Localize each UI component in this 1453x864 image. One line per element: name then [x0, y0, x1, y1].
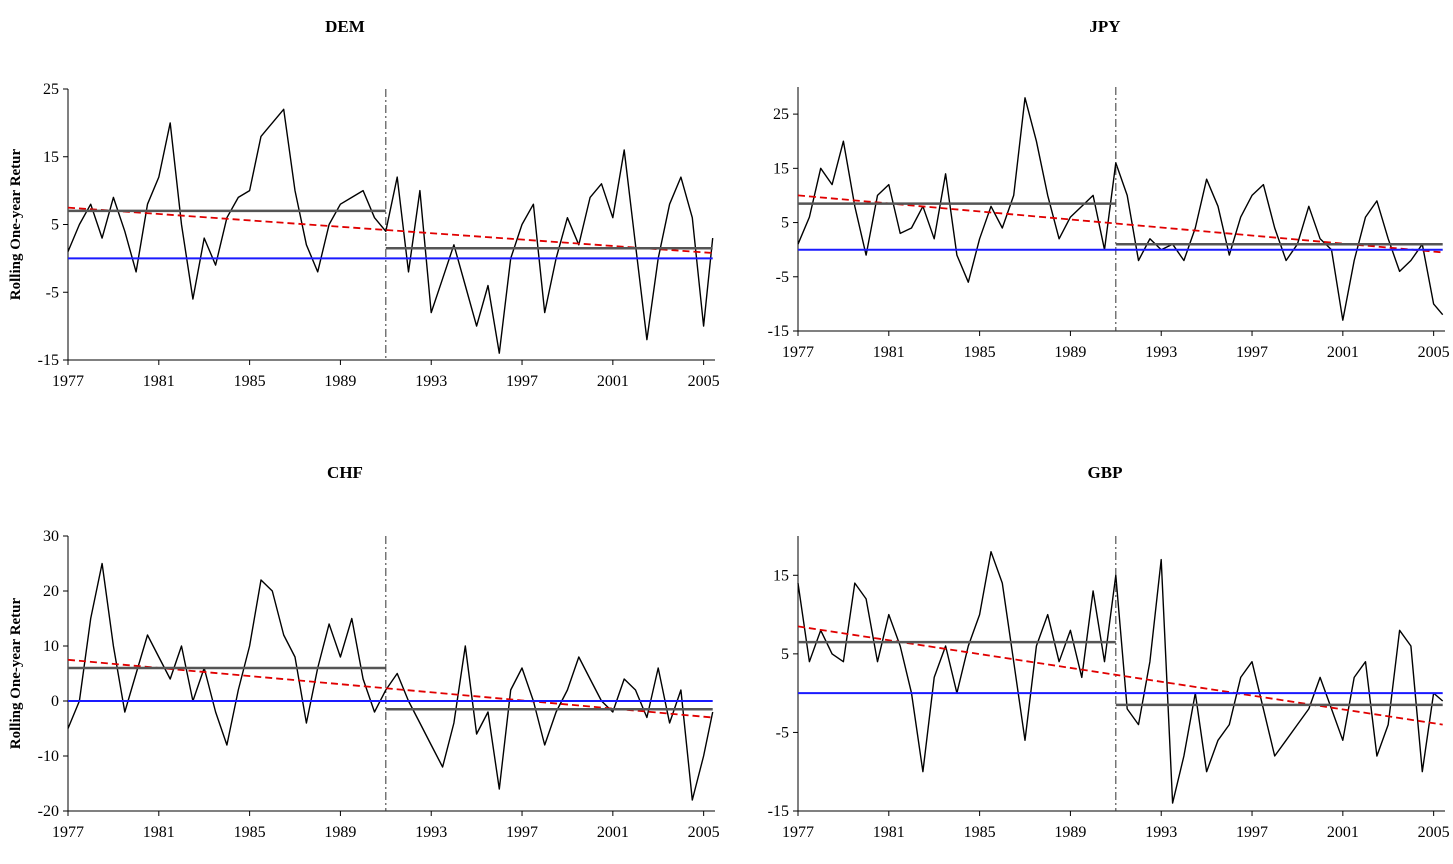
x-tick-label: 1981 — [143, 824, 175, 841]
x-tick-label: 1977 — [782, 824, 814, 841]
x-tick-label: 1977 — [782, 344, 814, 361]
y-tick-label: 5 — [781, 646, 789, 663]
y-tick-label: -15 — [38, 352, 59, 369]
y-tick-label: -5 — [46, 284, 59, 301]
y-tick-label: -5 — [776, 724, 789, 741]
y-tick-label: 5 — [51, 217, 59, 234]
y-axis-label: Rolling One-year Retur — [8, 597, 24, 749]
trend-line — [67, 658, 713, 719]
panel-gbp: GBP -15 -5 5 15 1977 1981 1985 1989 1993 1997 2001 2… — [768, 463, 1450, 841]
panel-chf: CHF Rolling One-year Retur -20 -10 0 10 20 30 19… — [8, 463, 720, 841]
return-series-line — [797, 97, 1444, 321]
x-tick-label: 2001 — [597, 373, 629, 390]
x-tick-label: 1985 — [234, 824, 266, 841]
panel-jpy: JPY -15 -5 5 15 25 1977 1981 1985 1989 1993 1997 200… — [768, 17, 1450, 361]
y-tick-label: 25 — [43, 81, 59, 98]
x-tick-label: 1989 — [1054, 824, 1086, 841]
panel-title: DEM — [325, 17, 365, 36]
x-tick-label: 2001 — [597, 824, 629, 841]
y-tick-label: 15 — [773, 160, 789, 177]
x-tick-label: 1977 — [52, 373, 84, 390]
x-tick-label: 1981 — [873, 824, 905, 841]
x-tick-label: 1977 — [52, 824, 84, 841]
y-tick-label: 0 — [51, 693, 59, 710]
x-tick-label: 1989 — [1054, 344, 1086, 361]
x-tick-label: 1993 — [415, 373, 447, 390]
return-series-line — [67, 562, 714, 801]
trend-line — [797, 625, 1443, 726]
y-tick-label: 10 — [43, 638, 59, 655]
y-tick-label: -15 — [768, 323, 789, 340]
x-tick-label: 1997 — [506, 373, 538, 390]
y-tick-label: 20 — [43, 583, 59, 600]
x-tick-label: 2001 — [1327, 344, 1359, 361]
x-tick-label: 1997 — [506, 824, 538, 841]
x-tick-label: 1997 — [1236, 344, 1268, 361]
x-tick-label: 1989 — [324, 824, 356, 841]
x-tick-label: 1997 — [1236, 824, 1268, 841]
trend-line — [67, 206, 713, 254]
trend-line — [797, 194, 1443, 254]
y-tick-label: 30 — [43, 528, 59, 545]
y-tick-label: -15 — [768, 803, 789, 820]
x-tick-label: 2005 — [688, 373, 720, 390]
x-tick-label: 1981 — [143, 373, 175, 390]
panel-title: CHF — [327, 463, 363, 482]
y-tick-label: -10 — [38, 748, 59, 765]
x-tick-label: 1993 — [415, 824, 447, 841]
x-tick-label: 1985 — [234, 373, 266, 390]
x-tick-label: 1985 — [964, 344, 996, 361]
x-tick-label: 1985 — [964, 824, 996, 841]
return-series-line — [797, 551, 1444, 804]
x-tick-label: 1989 — [324, 373, 356, 390]
y-tick-label: 25 — [773, 106, 789, 123]
y-axis-label: Rolling One-year Retur — [8, 148, 24, 300]
y-tick-label: -20 — [38, 803, 59, 820]
x-tick-label: 2005 — [688, 824, 720, 841]
x-tick-label: 1981 — [873, 344, 905, 361]
x-tick-label: 2005 — [1418, 344, 1450, 361]
panel-title: GBP — [1088, 463, 1123, 482]
panel-title: JPY — [1089, 17, 1120, 36]
x-tick-label: 1993 — [1145, 344, 1177, 361]
panel-dem: DEM Rolling One-year Retur -15 -5 5 15 25 1977 1… — [8, 17, 720, 390]
return-series-line — [67, 108, 714, 354]
x-tick-label: 2001 — [1327, 824, 1359, 841]
x-tick-label: 2005 — [1418, 824, 1450, 841]
y-tick-label: 5 — [781, 215, 789, 232]
y-tick-label: 15 — [43, 149, 59, 166]
y-tick-label: 15 — [773, 567, 789, 584]
y-tick-label: -5 — [776, 269, 789, 286]
x-tick-label: 1993 — [1145, 824, 1177, 841]
